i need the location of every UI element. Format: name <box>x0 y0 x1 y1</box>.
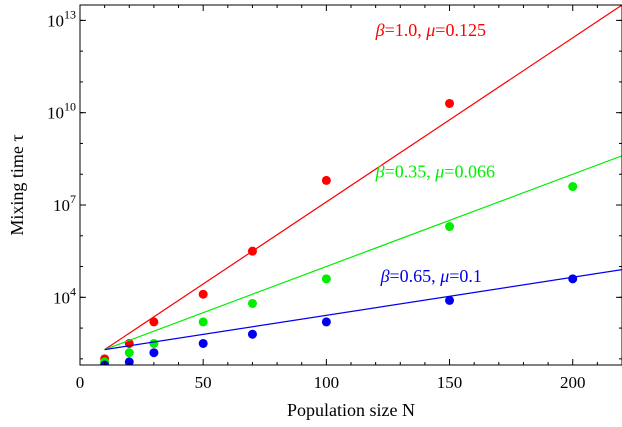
fit-line-series-0 <box>104 5 622 351</box>
y-tick-label-3: 1013 <box>47 7 76 30</box>
data-point-series-2-2 <box>149 348 159 358</box>
data-point-series-1-7 <box>568 182 578 192</box>
data-point-series-2-3 <box>198 338 208 348</box>
data-point-series-0-5 <box>321 175 331 185</box>
series-label-2: β=0.65, μ=0.1 <box>380 266 482 286</box>
x-axis-title: Population size N <box>287 400 415 420</box>
x-tick-label-4: 200 <box>560 373 586 392</box>
data-point-series-2-4 <box>247 329 257 339</box>
fit-line-series-2 <box>104 269 622 351</box>
data-point-series-0-2 <box>149 317 159 327</box>
y-tick-label-1: 107 <box>53 192 76 215</box>
data-point-series-1-2 <box>149 338 159 348</box>
x-tick-label-2: 100 <box>314 373 340 392</box>
x-tick-label-1: 50 <box>195 373 212 392</box>
series-label-1: β=0.35, μ=0.066 <box>375 161 495 181</box>
data-point-series-1-4 <box>247 298 257 308</box>
data-point-series-0-4 <box>247 246 257 256</box>
data-point-series-2-1 <box>124 357 134 365</box>
data-point-series-1-3 <box>198 317 208 327</box>
data-point-series-0-3 <box>198 289 208 299</box>
plot-marks <box>100 5 622 365</box>
series-label-0: β=1.0, μ=0.125 <box>375 20 486 40</box>
data-point-series-1-6 <box>445 222 455 232</box>
y-axis-title: Mixing time τ <box>7 134 27 235</box>
data-point-series-2-6 <box>445 295 455 305</box>
fit-line-series-1 <box>104 155 622 351</box>
data-point-series-1-1 <box>124 348 134 358</box>
y-tick-label-2: 1010 <box>47 100 76 123</box>
data-point-series-1-5 <box>321 274 331 284</box>
plot-area: β=1.0, μ=0.125 β=0.35, μ=0.066 β=0.65, μ=0… <box>100 5 622 365</box>
data-point-series-2-5 <box>321 317 331 327</box>
x-tick-label-3: 150 <box>437 373 463 392</box>
x-tick-label-0: 0 <box>76 373 85 392</box>
y-tick-label-0: 104 <box>53 284 76 307</box>
data-point-series-0-6 <box>445 98 455 108</box>
data-point-series-2-7 <box>568 274 578 284</box>
axis-ticks: 0 50 100 150 200 104 107 1010 1013 <box>47 5 622 392</box>
